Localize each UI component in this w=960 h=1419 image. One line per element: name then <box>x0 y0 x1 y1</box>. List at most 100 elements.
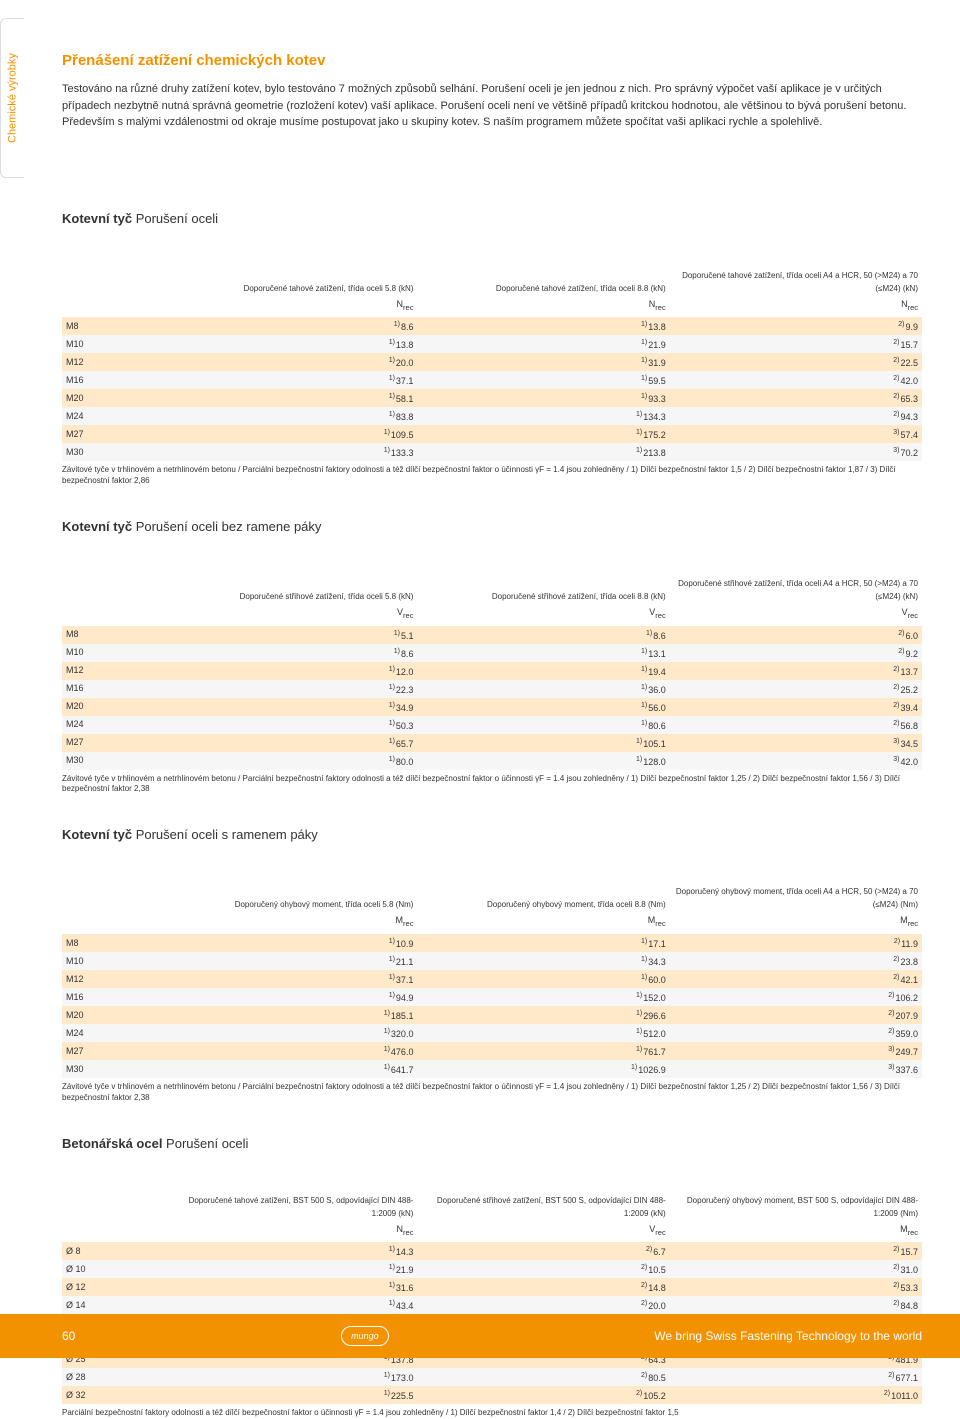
row-header: M20 <box>62 1006 165 1024</box>
table-row: M121)12.01)19.42)13.7 <box>62 662 922 680</box>
data-cell: 1)50.3 <box>165 716 417 734</box>
section-title: Kotevní tyč Porušení oceli s ramenem pák… <box>62 827 922 842</box>
table-row: M241)50.31)80.62)56.8 <box>62 716 922 734</box>
column-header: Doporučené tahové zatížení, třída oceli … <box>165 268 417 297</box>
data-cell: 2)207.9 <box>670 1006 922 1024</box>
footer-slogan: We bring Swiss Fastening Technology to t… <box>654 1329 922 1343</box>
data-cell: 1)21.1 <box>165 952 417 970</box>
data-cell: 2)20.0 <box>417 1296 669 1314</box>
data-cell: 2)15.7 <box>670 1242 922 1260</box>
table-section: Kotevní tyč Porušení oceli bez ramene pá… <box>62 519 922 795</box>
row-header: M20 <box>62 389 165 407</box>
column-header: Doporučené střihové zatížení, třída ocel… <box>670 576 922 605</box>
table-footnote: Parciální bezpečnostní faktory odolnosti… <box>62 1408 922 1419</box>
data-cell: 1)12.0 <box>165 662 417 680</box>
table-section: Kotevní tyč Porušení oceli Doporučené tah… <box>62 211 922 487</box>
row-header: Ø 32 <box>62 1386 165 1404</box>
row-header: M24 <box>62 407 165 425</box>
table-row: M301)641.71)1026.93)337.6 <box>62 1060 922 1078</box>
column-header: Doporučené střihové zatížení, BST 500 S,… <box>417 1193 669 1222</box>
table-row: M121)37.11)60.02)42.1 <box>62 970 922 988</box>
row-header: M8 <box>62 934 165 952</box>
column-symbol: Vrec <box>165 605 417 626</box>
data-table: Doporučené střihové zatížení, třída ocel… <box>62 576 922 770</box>
data-cell: 2)9.2 <box>670 644 922 662</box>
section-title: Kotevní tyč Porušení oceli bez ramene pá… <box>62 519 922 534</box>
data-cell: 1)134.3 <box>417 407 669 425</box>
data-cell: 1)641.7 <box>165 1060 417 1078</box>
logo-badge: mungo <box>341 1326 389 1346</box>
data-cell: 1)83.8 <box>165 407 417 425</box>
data-cell: 2)359.0 <box>670 1024 922 1042</box>
data-cell: 2)94.3 <box>670 407 922 425</box>
table-row: Ø 101)21.92)10.52)31.0 <box>62 1260 922 1278</box>
data-cell: 1)10.9 <box>165 934 417 952</box>
data-cell: 2)106.2 <box>670 988 922 1006</box>
column-header: Doporučené tahové zatížení, BST 500 S, o… <box>165 1193 417 1222</box>
table-footnote: Závitové tyče v trhlinovém a netrhlinové… <box>62 1082 922 1104</box>
data-cell: 1)8.6 <box>417 626 669 644</box>
data-cell: 1)1026.9 <box>417 1060 669 1078</box>
row-header: M30 <box>62 443 165 461</box>
data-cell: 1)31.6 <box>165 1278 417 1296</box>
data-cell: 1)31.9 <box>417 353 669 371</box>
column-header: Doporučené tahové zatížení, třída oceli … <box>670 268 922 297</box>
column-symbol: Vrec <box>417 1222 669 1243</box>
row-header: M24 <box>62 1024 165 1042</box>
page-content: Přenášení zatížení chemických kotev Test… <box>62 52 922 1288</box>
data-cell: 2)31.0 <box>670 1260 922 1278</box>
table-row: M201)58.11)93.32)65.3 <box>62 389 922 407</box>
data-cell: 1)22.3 <box>165 680 417 698</box>
section-title: Kotevní tyč Porušení oceli <box>62 211 922 226</box>
side-tab: Chemické výrobky <box>0 18 24 178</box>
data-table: Doporučený ohybový moment, třída oceli 5… <box>62 884 922 1078</box>
table-row: M161)94.91)152.02)106.2 <box>62 988 922 1006</box>
table-row: M241)83.81)134.32)94.3 <box>62 407 922 425</box>
section-title: Betonářská ocel Porušení oceli <box>62 1136 922 1151</box>
data-table: Doporučené tahové zatížení, BST 500 S, o… <box>62 1193 922 1405</box>
footer-logo: mungo <box>341 1326 389 1346</box>
column-symbol: Vrec <box>670 605 922 626</box>
column-header: Doporučený ohybový moment, třída oceli 8… <box>417 884 669 913</box>
data-cell: 1)65.7 <box>165 734 417 752</box>
data-cell: 1)37.1 <box>165 371 417 389</box>
data-cell: 1)80.6 <box>417 716 669 734</box>
table-row: M81)8.61)13.82)9.9 <box>62 317 922 335</box>
row-header: M20 <box>62 698 165 716</box>
row-header: Ø 14 <box>62 1296 165 1314</box>
column-header: Doporučené střihové zatížení, třída ocel… <box>165 576 417 605</box>
data-cell: 2)1011.0 <box>670 1386 922 1404</box>
row-header: M16 <box>62 371 165 389</box>
table-row: M81)10.91)17.12)11.9 <box>62 934 922 952</box>
data-cell: 1)56.0 <box>417 698 669 716</box>
data-cell: 1)175.2 <box>417 425 669 443</box>
data-cell: 1)512.0 <box>417 1024 669 1042</box>
table-row: Ø 141)43.42)20.02)84.8 <box>62 1296 922 1314</box>
column-symbol: Mrec <box>165 913 417 934</box>
data-cell: 1)14.3 <box>165 1242 417 1260</box>
table-footnote: Závitové tyče v trhlinovém a netrhlinové… <box>62 774 922 796</box>
row-header: M8 <box>62 317 165 335</box>
data-cell: 1)93.3 <box>417 389 669 407</box>
data-cell: 1)8.6 <box>165 644 417 662</box>
data-cell: 1)20.0 <box>165 353 417 371</box>
row-header: M24 <box>62 716 165 734</box>
table-row: M121)20.01)31.92)22.5 <box>62 353 922 371</box>
data-cell: 1)128.0 <box>417 752 669 770</box>
table-row: M101)21.11)34.32)23.8 <box>62 952 922 970</box>
data-cell: 2)84.8 <box>670 1296 922 1314</box>
data-cell: 1)19.4 <box>417 662 669 680</box>
data-cell: 1)36.0 <box>417 680 669 698</box>
page-number: 60 <box>62 1329 75 1343</box>
data-cell: 2)39.4 <box>670 698 922 716</box>
table-footnote: Závitové tyče v trhlinovém a netrhlinové… <box>62 465 922 487</box>
column-symbol: Mrec <box>670 913 922 934</box>
data-cell: 2)677.1 <box>670 1368 922 1386</box>
row-header: M8 <box>62 626 165 644</box>
data-cell: 1)5.1 <box>165 626 417 644</box>
column-header: Doporučený ohybový moment, třída oceli A… <box>670 884 922 913</box>
table-row: M301)80.01)128.03)42.0 <box>62 752 922 770</box>
data-cell: 1)59.5 <box>417 371 669 389</box>
data-cell: 2)42.1 <box>670 970 922 988</box>
row-header: M10 <box>62 335 165 353</box>
